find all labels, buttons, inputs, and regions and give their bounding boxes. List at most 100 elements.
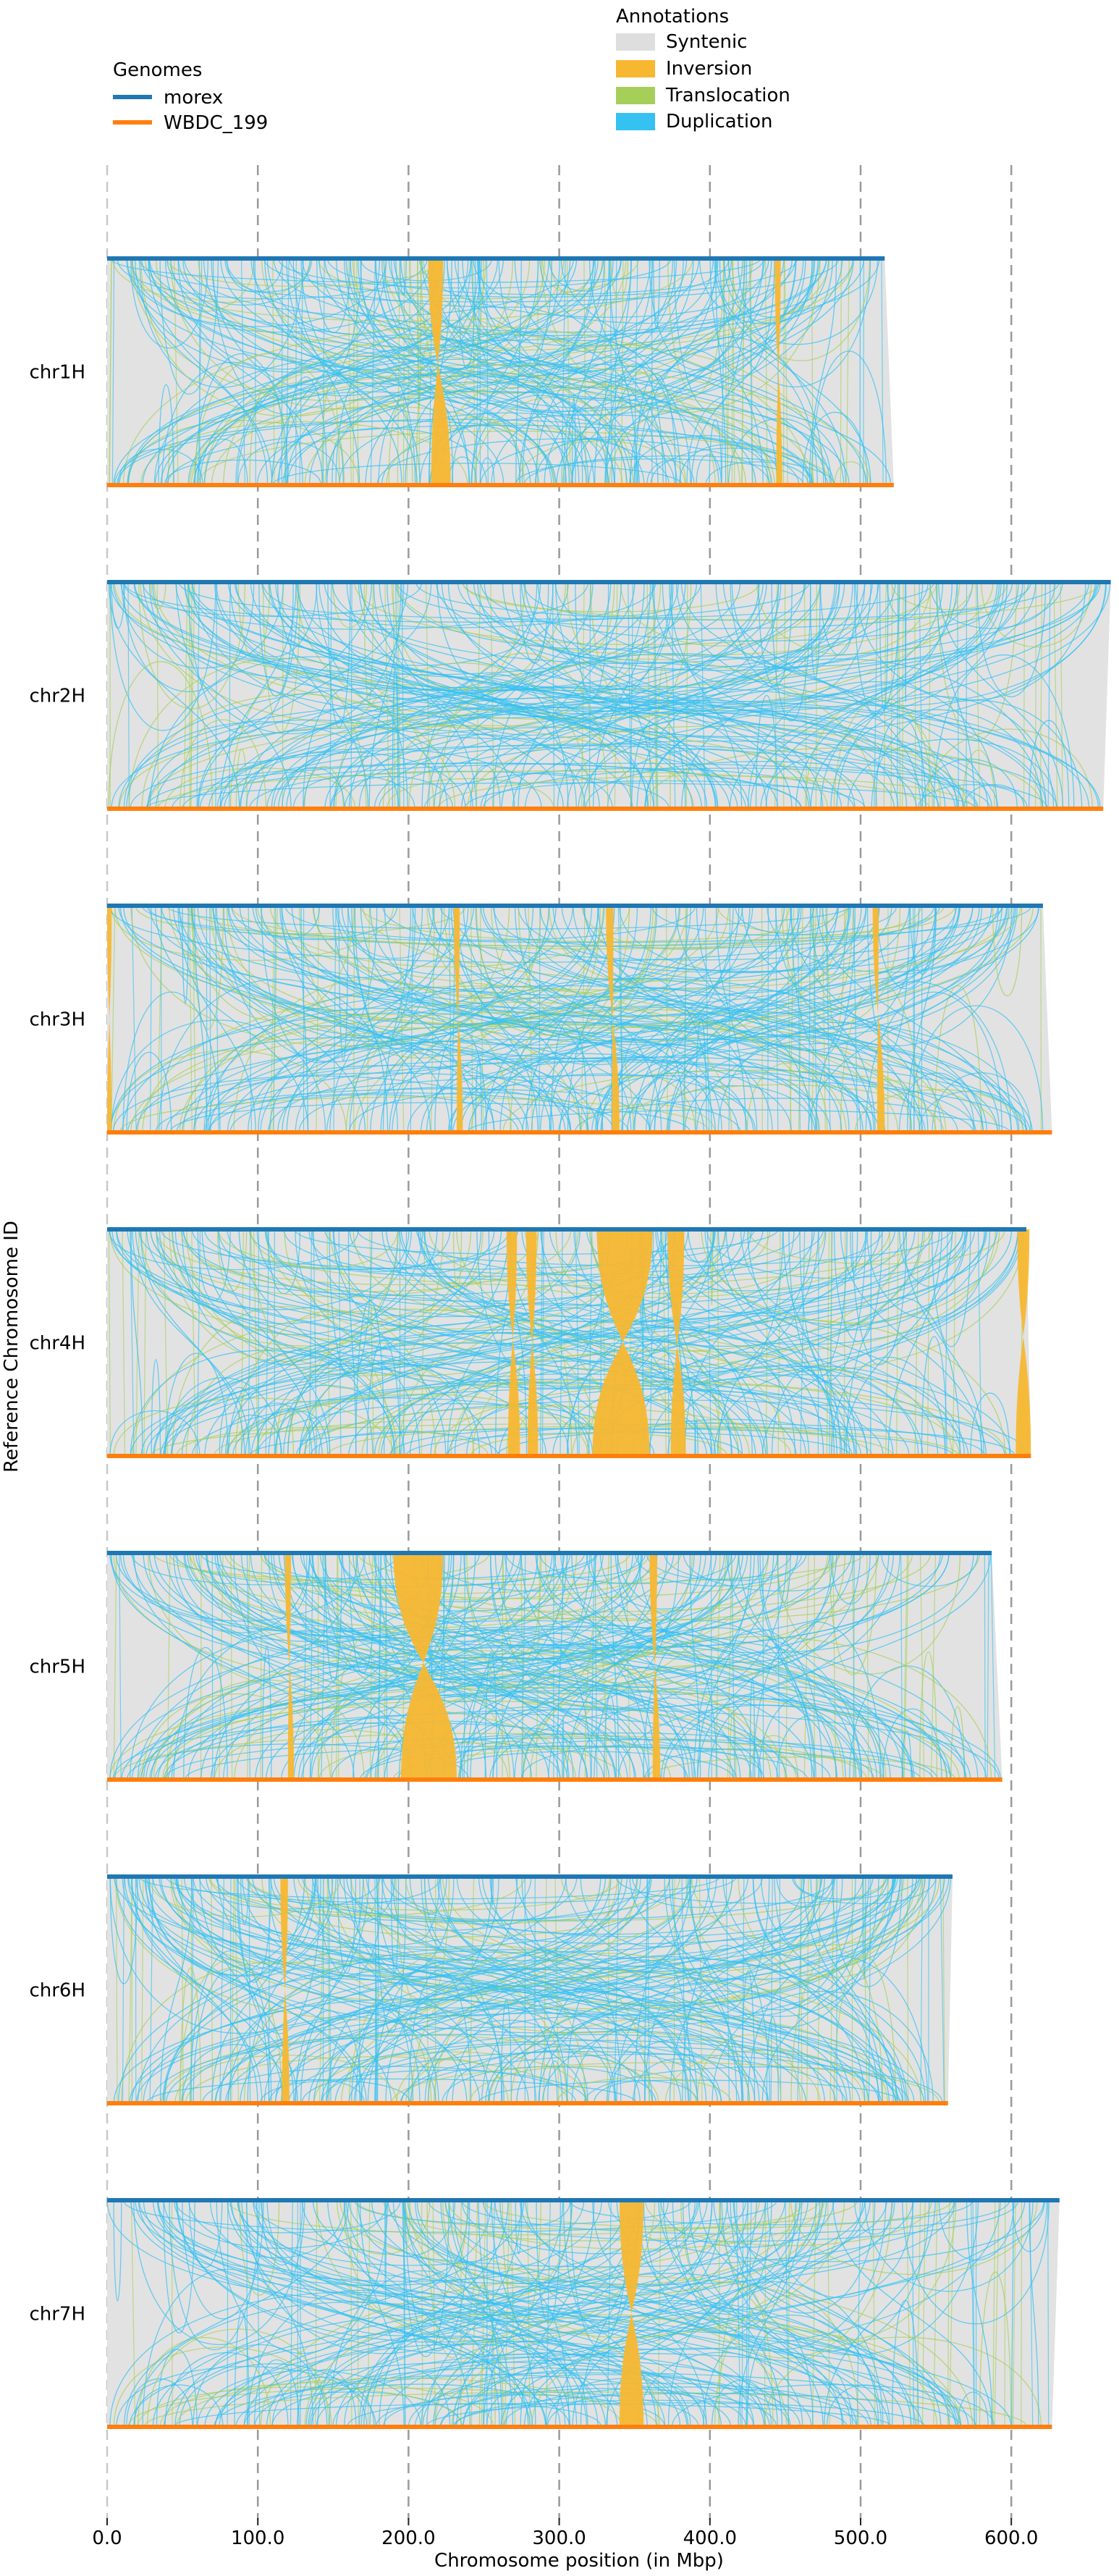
duplication-link bbox=[108, 1229, 359, 1271]
duplication-link bbox=[499, 998, 758, 1133]
duplication-link bbox=[180, 1967, 201, 2104]
duplication-link bbox=[482, 2200, 571, 2227]
duplication-link bbox=[718, 2287, 774, 2428]
duplication-link bbox=[484, 1651, 498, 1780]
duplication-link bbox=[164, 767, 356, 809]
y-axis-label: Reference Chromosome ID bbox=[1, 1221, 22, 1473]
duplication-link bbox=[191, 905, 862, 1046]
duplication-link bbox=[452, 2399, 848, 2428]
duplication-link bbox=[566, 581, 615, 652]
duplication-link bbox=[617, 1552, 966, 1780]
duplication-link bbox=[675, 581, 1107, 707]
duplication-link bbox=[498, 258, 654, 379]
alignment-link bbox=[797, 1876, 803, 2104]
duplication-link bbox=[747, 681, 997, 809]
duplication-link bbox=[515, 1876, 848, 2104]
duplication-link bbox=[253, 2359, 300, 2428]
duplication-link bbox=[626, 905, 960, 1133]
duplication-link bbox=[119, 723, 695, 809]
duplication-link bbox=[268, 1876, 316, 1950]
duplication-link bbox=[836, 581, 953, 809]
duplication-link bbox=[261, 581, 917, 809]
duplication-link bbox=[182, 1014, 581, 1133]
duplication-link bbox=[291, 1552, 588, 1780]
alignment-link bbox=[122, 1876, 124, 2104]
duplication-link bbox=[278, 1552, 616, 1780]
duplication-link bbox=[525, 2200, 852, 2428]
duplication-link bbox=[737, 258, 846, 486]
duplication-link bbox=[301, 2200, 765, 2428]
duplication-link bbox=[539, 1959, 743, 2104]
duplication-link bbox=[554, 581, 1101, 809]
duplication-link bbox=[368, 581, 402, 809]
duplication-link bbox=[144, 1876, 952, 2034]
duplication-link bbox=[775, 905, 1013, 1047]
alignment-link bbox=[881, 258, 884, 486]
duplication-link bbox=[283, 1229, 824, 1281]
duplication-link bbox=[790, 1948, 884, 2104]
alignment-link bbox=[652, 581, 657, 809]
duplication-link bbox=[970, 1392, 1010, 1457]
duplication-link bbox=[341, 905, 450, 959]
duplication-link bbox=[138, 258, 840, 303]
duplication-link bbox=[887, 1229, 942, 1457]
duplication-link bbox=[871, 699, 1083, 809]
duplication-link bbox=[439, 2382, 869, 2428]
duplication-link bbox=[332, 581, 368, 628]
duplication-link bbox=[109, 1552, 521, 1633]
x-tick-label: 0.0 bbox=[92, 2527, 122, 2549]
duplication-link bbox=[562, 1666, 844, 1780]
duplication-link bbox=[179, 905, 495, 1133]
duplication-link bbox=[114, 420, 670, 486]
alignment-link bbox=[156, 905, 163, 1133]
duplication-link bbox=[552, 1229, 987, 1457]
duplication-link bbox=[519, 258, 596, 486]
duplication-link bbox=[308, 363, 845, 486]
duplication-link bbox=[597, 905, 1018, 1037]
duplication-link bbox=[245, 1384, 405, 1457]
duplication-link bbox=[696, 905, 920, 1051]
chromosome-label: chr1H bbox=[29, 362, 85, 384]
duplication-link bbox=[832, 2200, 992, 2428]
duplication-link bbox=[573, 1229, 733, 1457]
alignment-link bbox=[227, 2200, 229, 2428]
duplication-link bbox=[499, 2200, 657, 2428]
duplication-link bbox=[134, 581, 779, 809]
duplication-link bbox=[735, 905, 838, 934]
duplication-link bbox=[190, 905, 366, 1133]
duplication-link bbox=[680, 581, 1047, 809]
duplication-link bbox=[738, 1552, 857, 1780]
duplication-link bbox=[531, 1013, 850, 1133]
duplication-link bbox=[347, 1552, 913, 1621]
duplication-link bbox=[682, 2200, 772, 2312]
duplication-link bbox=[1029, 2200, 1039, 2428]
duplication-link bbox=[561, 905, 867, 979]
duplication-link bbox=[303, 1405, 792, 1457]
duplication-link bbox=[126, 721, 400, 809]
chromosome-panel-chr3H: chr3H bbox=[29, 904, 1052, 1135]
duplication-link bbox=[123, 2200, 350, 2428]
chromosome-panel-chr4H: chr4H bbox=[29, 1227, 1031, 1458]
duplication-link bbox=[705, 461, 809, 486]
duplication-link bbox=[684, 1072, 820, 1133]
duplication-link bbox=[308, 1229, 451, 1272]
duplication-link bbox=[212, 258, 362, 415]
x-tick-label: 400.0 bbox=[683, 2527, 737, 2549]
duplication-link bbox=[634, 1552, 803, 1587]
duplication-link bbox=[376, 1876, 407, 2034]
duplication-link bbox=[976, 581, 1047, 697]
duplication-link bbox=[562, 405, 741, 486]
duplication-link bbox=[224, 581, 1013, 809]
alignment-link bbox=[787, 2200, 790, 2428]
duplication-link bbox=[301, 258, 892, 486]
duplication-link bbox=[726, 2200, 893, 2269]
duplication-link bbox=[123, 581, 255, 692]
duplication-link bbox=[215, 1876, 698, 2104]
duplication-link bbox=[127, 1876, 481, 2104]
legend-swatch-inversion bbox=[616, 60, 655, 77]
duplication-link bbox=[444, 2200, 957, 2428]
duplication-link bbox=[182, 258, 531, 486]
duplication-link bbox=[371, 2200, 755, 2428]
chromosome-panel-chr5H: chr5H bbox=[29, 1551, 1002, 1782]
duplication-link bbox=[405, 2200, 470, 2352]
